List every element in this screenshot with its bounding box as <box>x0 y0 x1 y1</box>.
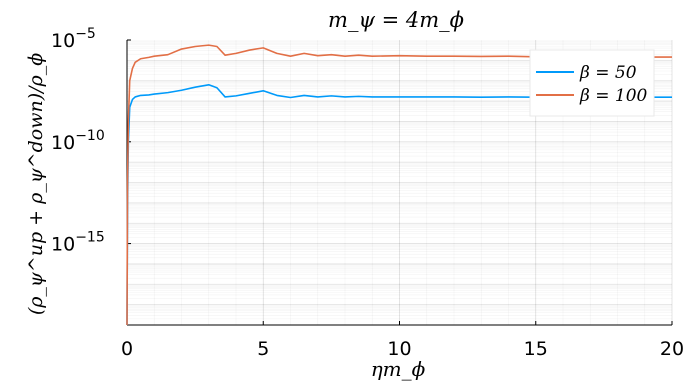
legend-label-beta-50: β = 50 <box>579 63 637 83</box>
x-tick-labels: 0 5 10 15 20 <box>121 338 684 360</box>
y-axis-label-text: (ρ_ψ^up + ρ_ψ^down)/ρ_ϕ <box>25 53 47 315</box>
series-line-1 <box>126 44 672 326</box>
x-tick-label: 5 <box>257 338 269 360</box>
legend-box <box>529 49 655 117</box>
x-tick-label: 20 <box>660 338 684 360</box>
series-lines <box>126 44 672 326</box>
y-tick-label: 10−15 <box>51 230 105 256</box>
x-axis-label-text: ηm_ϕ <box>371 357 426 381</box>
chart-title-text: m_ψ = 4m_ϕ <box>328 8 464 32</box>
series-line-0 <box>126 84 672 326</box>
legend-label-beta-100: β = 100 <box>579 86 648 106</box>
y-axis-label: (ρ_ψ^up + ρ_ψ^down)/ρ_ϕ <box>25 53 47 315</box>
y-tick-labels: 10−15 10−10 10−5 <box>51 26 105 256</box>
y-tick-label: 10−10 <box>51 128 105 154</box>
legend: β = 50 β = 100 <box>529 49 655 117</box>
y-tick-label: 10−5 <box>51 26 96 52</box>
x-tick-label: 0 <box>121 338 133 360</box>
x-tick-label: 15 <box>524 338 548 360</box>
x-tick-label: 10 <box>387 338 411 360</box>
chart-title: m_ψ = 4m_ϕ <box>328 8 464 32</box>
x-axis-label: ηm_ϕ <box>371 357 426 381</box>
